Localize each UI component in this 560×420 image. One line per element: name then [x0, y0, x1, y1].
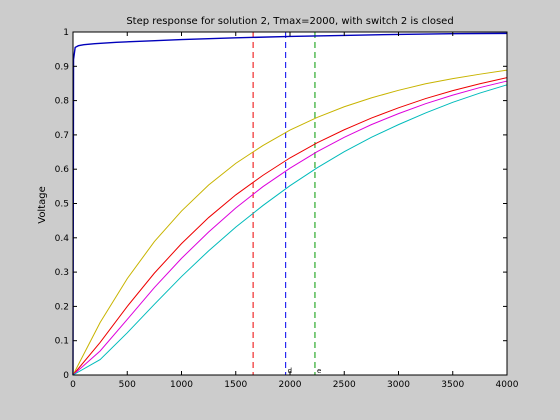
- x-tick-label: 2500: [333, 380, 356, 390]
- y-tick-label: 0: [63, 371, 69, 381]
- y-tick-label: 0.9: [55, 62, 70, 72]
- marker-label-3: e: [317, 367, 321, 375]
- series-line-3: [72, 77, 508, 376]
- series-line-1: [72, 32, 508, 376]
- x-tick-label: 3000: [387, 380, 410, 390]
- x-tick-label: 500: [119, 380, 136, 390]
- series-line-2: [72, 69, 508, 376]
- y-tick-label: 0.1: [55, 337, 69, 347]
- vertical-markers: [252, 32, 316, 375]
- plot-axes: 0 500 1000 1500 2000 2500 3000 3500 4000 0 0.1 0.2…: [55, 28, 519, 390]
- series-lines: [72, 32, 508, 376]
- plot-area: [73, 32, 507, 375]
- y-tick-label: 0.3: [55, 268, 69, 278]
- series-line-5: [72, 84, 508, 376]
- x-tick-label: 0: [70, 380, 76, 390]
- y-tick-label: 0.7: [55, 131, 69, 141]
- y-tick-label: 0.4: [55, 234, 70, 244]
- x-tick-label: 1500: [224, 380, 247, 390]
- x-ticks: 0 500 1000 1500 2000 2500 3000 3500 4000: [70, 32, 519, 390]
- y-tick-label: 0.2: [55, 302, 69, 312]
- x-tick-label: 3500: [441, 380, 464, 390]
- y-axis-label: Voltage: [37, 186, 48, 224]
- series-line-4: [72, 80, 508, 376]
- y-tick-label: 1: [63, 28, 69, 38]
- chart-title: Step response for solution 2, Tmax=2000,…: [126, 16, 453, 27]
- x-tick-label: 4000: [496, 380, 519, 390]
- y-tick-label: 0.8: [55, 97, 70, 107]
- x-tick-label: 1000: [170, 380, 193, 390]
- y-tick-label: 0.6: [55, 165, 70, 175]
- x-tick-label: 2000: [279, 380, 302, 390]
- y-ticks: 0 0.1 0.2 0.3 0.4 0.5 0.6 0.7 0.8 0.9 1: [55, 28, 507, 381]
- marker-label-2: d: [288, 367, 292, 375]
- y-tick-label: 0.5: [55, 200, 69, 210]
